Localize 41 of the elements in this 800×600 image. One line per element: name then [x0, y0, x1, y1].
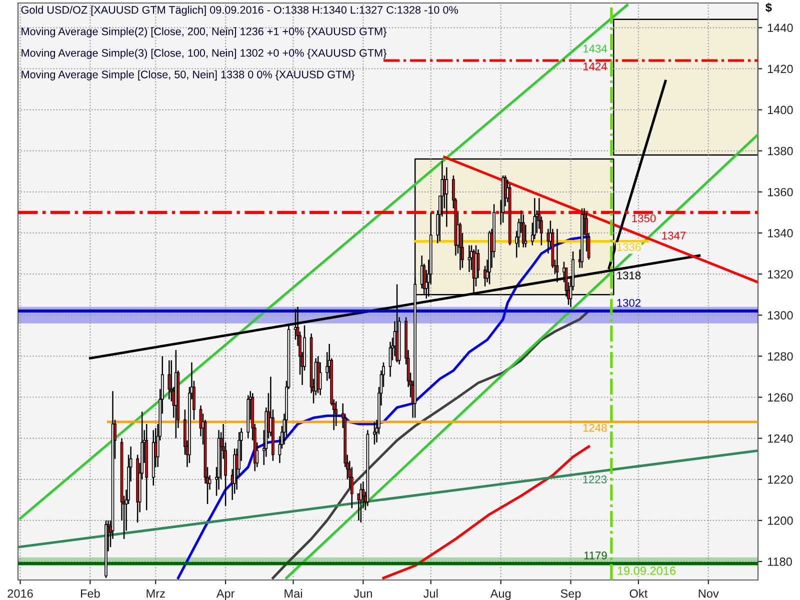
series-label: 1318: [617, 271, 641, 280]
series-label: 1336: [617, 243, 641, 251]
y-tick-label: 1400: [768, 106, 793, 114]
series-label: 1248: [583, 424, 607, 432]
x-tick-label: 2016: [8, 589, 33, 598]
x-tick-label: Apr: [216, 589, 235, 600]
ref-line-label: 1350: [632, 214, 656, 222]
x-tick-label: Jun: [354, 589, 372, 598]
series-label: 1424: [583, 62, 607, 70]
y-tick-label: 1340: [768, 229, 793, 238]
y-tick-label: 1380: [768, 146, 793, 156]
x-tick-label: Feb: [80, 589, 100, 598]
x-tick-label: Nov: [698, 589, 719, 598]
x-tick-label: Aug: [490, 589, 511, 600]
annotation: Gold USD/OZ [XAUUSD GTM Täglich] 09.09.2016 - O:1338 H:1340 L:1327 C:1328 -10 0%: [21, 6, 458, 16]
y-tick-label: 1360: [768, 188, 793, 196]
series-label: 1347: [662, 232, 686, 240]
annotation: Moving Average Simple(2) [Close, 200, Nein] 1236 +1 +0% {XAUUSD GTM}: [22, 27, 386, 38]
y-axis-title: $: [766, 2, 772, 12]
y-tick-label: 1320: [768, 270, 793, 278]
y-tick-label: 1300: [768, 311, 793, 320]
ref-line-label: 19.09.2016: [618, 566, 676, 575]
x-tick-label: Jul: [424, 589, 438, 598]
x-tick-label: Sep: [560, 589, 581, 600]
x-tick-label: Mrz: [146, 589, 165, 598]
y-tick-label: 1220: [768, 475, 793, 484]
y-tick-label: 1180: [768, 558, 792, 566]
y-tick-label: 1240: [768, 434, 793, 443]
annotation: Moving Average Simple [Close, 50, Nein] 1338 0 0% {XAUUSD GTM}: [22, 70, 355, 80]
y-tick-label: 1280: [768, 352, 793, 361]
ref-line-label: 1302: [617, 298, 641, 307]
annotation: Moving Average Simple(3) [Close, 100, Nein] 1302 +0 +0% {XAUUSD GTM}: [22, 48, 386, 59]
ref-line-label: 1179: [584, 552, 607, 560]
x-tick-label: Mai: [284, 589, 302, 598]
x-tick-label: Okt: [630, 589, 648, 598]
y-tick-label: 1260: [768, 393, 793, 402]
series-label: 1223: [583, 475, 607, 484]
y-tick-label: 1200: [768, 516, 793, 525]
series-label: 1434: [583, 44, 607, 53]
y-tick-label: 1420: [768, 64, 793, 74]
y-tick-label: 1440: [768, 24, 793, 32]
